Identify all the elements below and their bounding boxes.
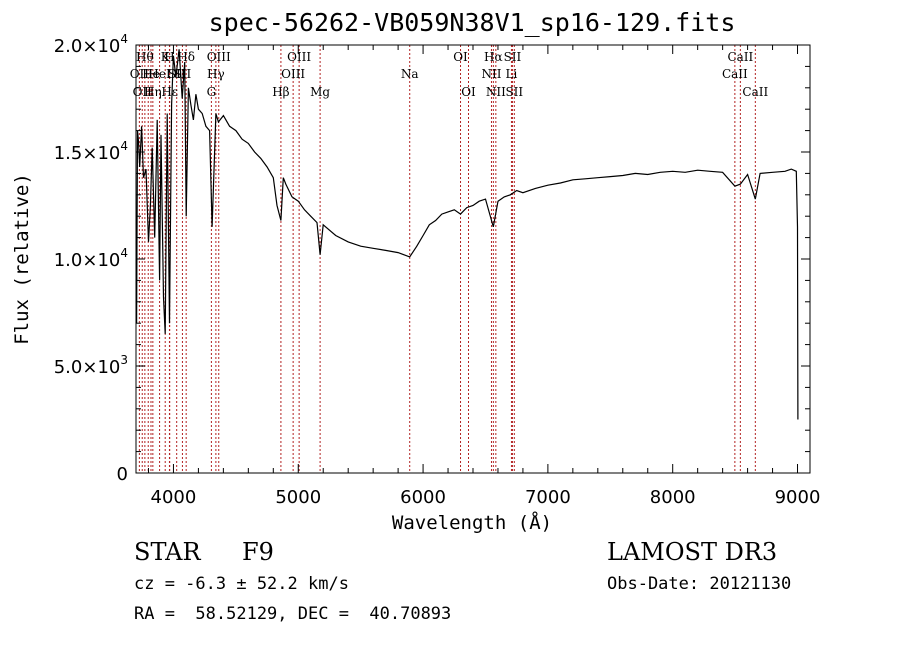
spectral-line-label: OIII	[287, 50, 311, 64]
spectral-line-label: G	[207, 85, 217, 99]
spectral-line-label: OI	[461, 85, 476, 99]
spectral-line-label: Hα	[484, 50, 503, 64]
spectral-line-label: SII	[174, 67, 192, 81]
spectral-line-label: Hγ	[207, 67, 225, 81]
x-tick-label: 4000	[151, 487, 197, 508]
x-tick-label: 5000	[275, 487, 321, 508]
x-axis-label: Wavelength (Å)	[392, 511, 552, 534]
spectral-line-label: Hθ	[136, 50, 154, 64]
y-tick-label: 0	[117, 464, 128, 485]
spectral-line-label: He	[142, 67, 160, 81]
spectral-line-label: CaII	[722, 67, 748, 81]
object-subclass: F9	[242, 538, 274, 566]
spectral-line-labels-layer: OII OII Hθ He Hη HeI KH Hε SII SII Hδ G Hγ OIII Hβ OIII…	[130, 50, 769, 99]
observation-date: Obs-Date: 20121130	[607, 574, 792, 594]
y-tick-label: 2.0×104	[54, 32, 128, 57]
spectral-line-label: OI	[453, 50, 468, 64]
spectral-line-label: HeI	[148, 67, 171, 81]
spectral-line-label: OIII	[207, 50, 231, 64]
spectral-line-label: Mg	[310, 85, 330, 99]
y-axis-label: Flux (relative)	[11, 173, 33, 345]
spectral-line-label: Hβ	[272, 85, 289, 99]
y-tick-label: 1.5×104	[54, 139, 128, 164]
spectral-line-label: Li	[506, 67, 518, 81]
y-axis-ticks: 0 5.0×103 1.0×104 1.5×104 2.0×104	[54, 32, 810, 485]
spectral-line-label: Hε	[161, 85, 178, 99]
spectral-line-label: OII	[130, 67, 150, 81]
x-axis-ticks: 4000 5000 6000 7000 8000 9000	[147, 45, 821, 508]
x-tick-label: 7000	[525, 487, 571, 508]
spectrum-line	[136, 49, 799, 420]
spectral-line-label: CaII	[727, 50, 753, 64]
survey-name: LAMOST DR3	[607, 538, 778, 566]
object-class: STAR	[134, 538, 201, 566]
y-tick-label: 1.0×104	[54, 246, 128, 271]
x-tick-label: 8000	[650, 487, 696, 508]
x-tick-label: 6000	[400, 487, 446, 508]
spectral-lines-layer	[138, 45, 756, 473]
spectral-line-label: H	[164, 50, 174, 64]
coordinates: RA = 58.52129, DEC = 40.70893	[134, 604, 452, 624]
redshift-velocity: cz = -6.3 ± 52.2 km/s	[134, 574, 349, 594]
spectral-line-label: OII	[133, 85, 153, 99]
plot-frame	[135, 44, 811, 474]
spectral-line-label: Hδ	[177, 50, 195, 64]
y-tick-label: 5.0×103	[54, 353, 128, 378]
spectral-line-label: CaII	[742, 85, 768, 99]
spectral-line-label: SII	[504, 50, 522, 64]
spectral-line-label: K	[161, 50, 171, 64]
chart-title: spec-56262-VB059N38V1_sp16-129.fits	[209, 8, 736, 37]
spectral-line-label: SII	[505, 85, 523, 99]
spectral-line-label: NII	[486, 85, 506, 99]
spectral-line-label: Na	[401, 67, 419, 81]
x-tick-label: 9000	[775, 487, 821, 508]
spectral-line-label: OIII	[281, 67, 305, 81]
spectral-line-label: NII	[481, 67, 501, 81]
spectral-line-label: Hη	[144, 85, 162, 99]
